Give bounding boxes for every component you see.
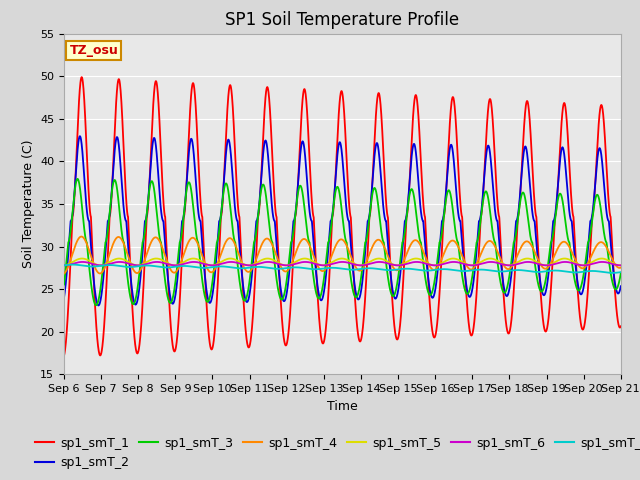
- sp1_smT_5: [152, 256, 160, 262]
- Title: SP1 Soil Temperature Profile: SP1 Soil Temperature Profile: [225, 11, 460, 29]
- sp1_smT_7: [608, 270, 616, 276]
- sp1_smT_6: [617, 263, 625, 268]
- Line: sp1_smT_3: sp1_smT_3: [64, 179, 621, 305]
- sp1_smT_2: [407, 164, 415, 170]
- sp1_smT_4: [180, 252, 188, 258]
- sp1_smT_2: [60, 295, 68, 300]
- sp1_smT_7: [69, 262, 77, 267]
- sp1_smT_4: [397, 264, 404, 270]
- sp1_smT_5: [617, 263, 625, 268]
- sp1_smT_3: [617, 271, 625, 277]
- sp1_smT_6: [216, 261, 223, 267]
- Text: TZ_osu: TZ_osu: [70, 44, 118, 57]
- sp1_smT_6: [617, 263, 625, 268]
- sp1_smT_7: [180, 263, 188, 269]
- sp1_smT_5: [171, 263, 179, 268]
- sp1_smT_3: [74, 176, 81, 182]
- sp1_smT_2: [617, 284, 625, 290]
- sp1_smT_3: [60, 282, 68, 288]
- sp1_smT_6: [406, 260, 414, 265]
- sp1_smT_6: [79, 259, 86, 265]
- sp1_smT_2: [95, 302, 102, 308]
- sp1_smT_4: [77, 234, 85, 240]
- sp1_smT_7: [397, 266, 404, 272]
- sp1_smT_1: [180, 221, 188, 227]
- X-axis label: Time: Time: [327, 400, 358, 413]
- sp1_smT_1: [60, 353, 68, 359]
- sp1_smT_2: [216, 217, 223, 223]
- Line: sp1_smT_7: sp1_smT_7: [64, 264, 621, 273]
- sp1_smT_1: [78, 74, 86, 80]
- sp1_smT_3: [216, 223, 223, 228]
- sp1_smT_7: [216, 264, 223, 269]
- sp1_smT_3: [397, 252, 404, 258]
- Line: sp1_smT_2: sp1_smT_2: [64, 136, 621, 305]
- sp1_smT_5: [216, 260, 223, 265]
- Legend: sp1_smT_1, sp1_smT_2, sp1_smT_3, sp1_smT_4, sp1_smT_5, sp1_smT_6, sp1_smT_7: sp1_smT_1, sp1_smT_2, sp1_smT_3, sp1_smT…: [30, 432, 640, 474]
- sp1_smT_7: [564, 269, 572, 275]
- sp1_smT_6: [180, 261, 188, 267]
- sp1_smT_2: [76, 133, 84, 139]
- sp1_smT_1: [397, 314, 404, 320]
- sp1_smT_7: [617, 269, 625, 275]
- sp1_smT_3: [92, 302, 100, 308]
- sp1_smT_2: [617, 283, 625, 289]
- sp1_smT_5: [180, 259, 188, 265]
- Line: sp1_smT_5: sp1_smT_5: [64, 259, 621, 265]
- sp1_smT_4: [216, 255, 223, 261]
- sp1_smT_1: [564, 138, 572, 144]
- sp1_smT_3: [617, 270, 625, 276]
- sp1_smT_5: [617, 263, 625, 268]
- sp1_smT_3: [180, 214, 188, 219]
- sp1_smT_3: [407, 187, 415, 193]
- sp1_smT_2: [180, 214, 188, 219]
- Line: sp1_smT_1: sp1_smT_1: [64, 77, 621, 356]
- sp1_smT_4: [617, 265, 625, 271]
- sp1_smT_6: [397, 262, 404, 268]
- sp1_smT_5: [60, 263, 68, 268]
- Line: sp1_smT_6: sp1_smT_6: [64, 262, 621, 265]
- sp1_smT_1: [617, 324, 625, 329]
- sp1_smT_6: [564, 259, 572, 265]
- sp1_smT_1: [617, 324, 625, 330]
- sp1_smT_4: [406, 242, 414, 248]
- sp1_smT_7: [617, 269, 625, 275]
- sp1_smT_6: [60, 263, 68, 268]
- sp1_smT_4: [60, 271, 68, 276]
- sp1_smT_5: [397, 262, 404, 268]
- sp1_smT_7: [60, 263, 68, 268]
- Line: sp1_smT_4: sp1_smT_4: [64, 237, 621, 274]
- sp1_smT_1: [406, 160, 414, 166]
- sp1_smT_4: [617, 265, 625, 271]
- sp1_smT_3: [564, 237, 572, 242]
- sp1_smT_4: [564, 242, 572, 248]
- sp1_smT_1: [216, 241, 223, 247]
- sp1_smT_5: [407, 257, 415, 263]
- Y-axis label: Soil Temperature (C): Soil Temperature (C): [22, 140, 35, 268]
- sp1_smT_7: [406, 266, 414, 272]
- sp1_smT_2: [397, 264, 404, 270]
- sp1_smT_2: [564, 197, 572, 203]
- sp1_smT_5: [564, 256, 572, 262]
